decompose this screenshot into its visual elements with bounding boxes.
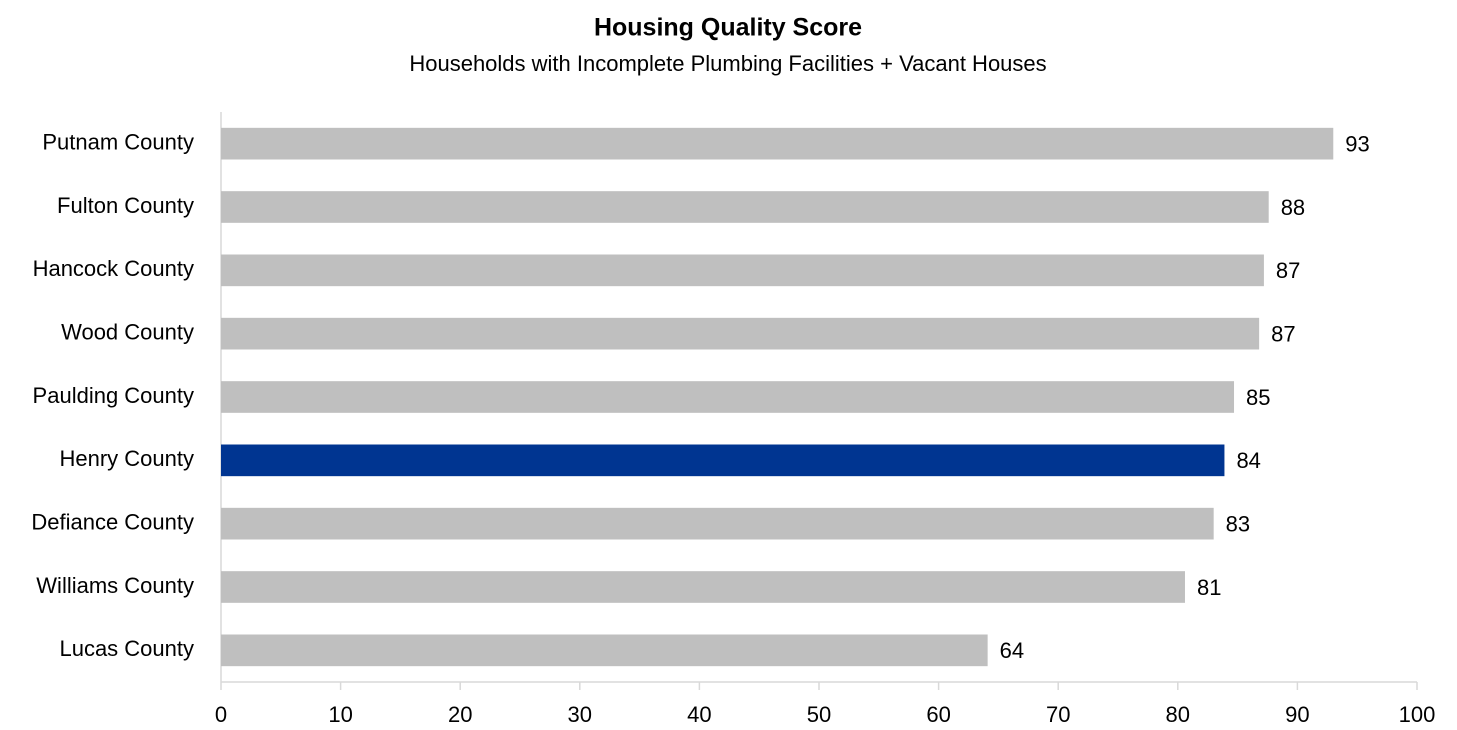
chart-title: Housing Quality Score — [594, 14, 862, 42]
data-label: 93 — [1345, 131, 1369, 156]
bar — [221, 127, 1334, 160]
x-tick-label: 100 — [1399, 702, 1436, 727]
bar — [221, 444, 1225, 477]
x-tick-label: 10 — [328, 702, 352, 727]
y-tick-label: Paulding County — [33, 383, 194, 408]
data-label: 85 — [1246, 385, 1270, 410]
data-label: 84 — [1236, 448, 1260, 473]
bar — [221, 571, 1185, 603]
x-tick-label: 30 — [568, 702, 592, 727]
y-tick-label: Wood County — [61, 319, 194, 344]
y-tick-label: Fulton County — [57, 193, 194, 218]
y-tick-label: Hancock County — [33, 256, 194, 281]
data-label: 87 — [1276, 258, 1300, 283]
x-tick-label: 90 — [1285, 702, 1309, 727]
y-tick-label: Henry County — [59, 446, 194, 471]
y-tick-label: Lucas County — [59, 636, 194, 661]
data-label: 81 — [1197, 575, 1221, 600]
data-label: 88 — [1281, 195, 1305, 220]
x-tick-label: 40 — [687, 702, 711, 727]
bar — [221, 381, 1235, 413]
bar — [221, 191, 1269, 223]
data-label: 83 — [1226, 511, 1250, 536]
data-label: 87 — [1271, 321, 1295, 346]
x-tick-label: 20 — [448, 702, 472, 727]
bar — [221, 507, 1214, 540]
bar — [221, 317, 1260, 350]
bar — [221, 254, 1264, 287]
y-tick-label: Williams County — [36, 573, 194, 598]
data-label: 64 — [1000, 638, 1024, 663]
bar — [221, 634, 988, 667]
y-tick-label: Putnam County — [42, 129, 194, 154]
x-tick-label: 70 — [1046, 702, 1070, 727]
x-tick-label: 50 — [807, 702, 831, 727]
y-tick-label: Defiance County — [31, 509, 194, 534]
x-tick-label: 60 — [926, 702, 950, 727]
x-tick-label: 80 — [1166, 702, 1190, 727]
x-tick-label: 0 — [215, 702, 227, 727]
chart-subtitle: Households with Incomplete Plumbing Faci… — [409, 51, 1046, 76]
